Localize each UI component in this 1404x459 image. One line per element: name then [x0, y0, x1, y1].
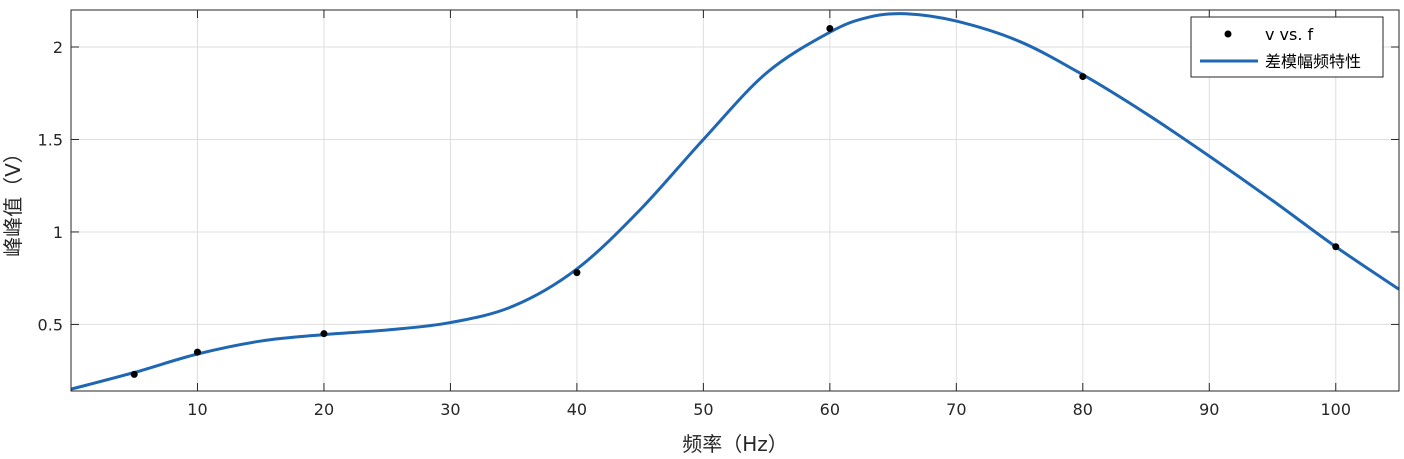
y-axis-label: 峰峰值（V） [1, 143, 25, 257]
legend: v vs. f 差模幅频特性 [1190, 16, 1384, 78]
x-tick-label: 30 [440, 400, 460, 419]
x-ticks: 10 20 30 40 50 60 70 80 90 100 [187, 10, 1351, 419]
plot-area [71, 10, 1399, 391]
data-point [826, 24, 834, 32]
x-axis-label: 频率（Hz） [682, 432, 788, 456]
x-tick-label: 60 [820, 400, 840, 419]
series-group [70, 12, 1400, 391]
data-point [193, 348, 201, 356]
data-point [320, 330, 328, 338]
legend-label-line: 差模幅频特性 [1265, 52, 1361, 71]
x-tick-label: 10 [187, 400, 207, 419]
data-point [130, 370, 138, 378]
legend-box [1190, 16, 1384, 78]
y-tick-label: 1.5 [38, 130, 63, 149]
legend-marker-scatter [1224, 30, 1232, 38]
x-tick-label: 90 [1199, 400, 1219, 419]
y-tick-label: 2 [53, 38, 63, 57]
plot-border [70, 9, 1400, 392]
x-tick-label: 50 [693, 400, 713, 419]
data-point [1079, 73, 1087, 81]
x-tick-label: 100 [1320, 400, 1351, 419]
y-tick-label: 0.5 [38, 315, 63, 334]
legend-label-scatter: v vs. f [1265, 25, 1314, 44]
x-tick-label: 70 [946, 400, 966, 419]
data-point [573, 269, 581, 277]
x-tick-label: 20 [314, 400, 334, 419]
data-point [1332, 243, 1340, 251]
y-tick-label: 1 [53, 223, 63, 242]
x-tick-label: 40 [567, 400, 587, 419]
x-tick-label: 80 [1073, 400, 1093, 419]
series-line-amplitude-response [70, 12, 1400, 391]
y-ticks: 0.5 1 1.5 2 [38, 38, 1399, 334]
